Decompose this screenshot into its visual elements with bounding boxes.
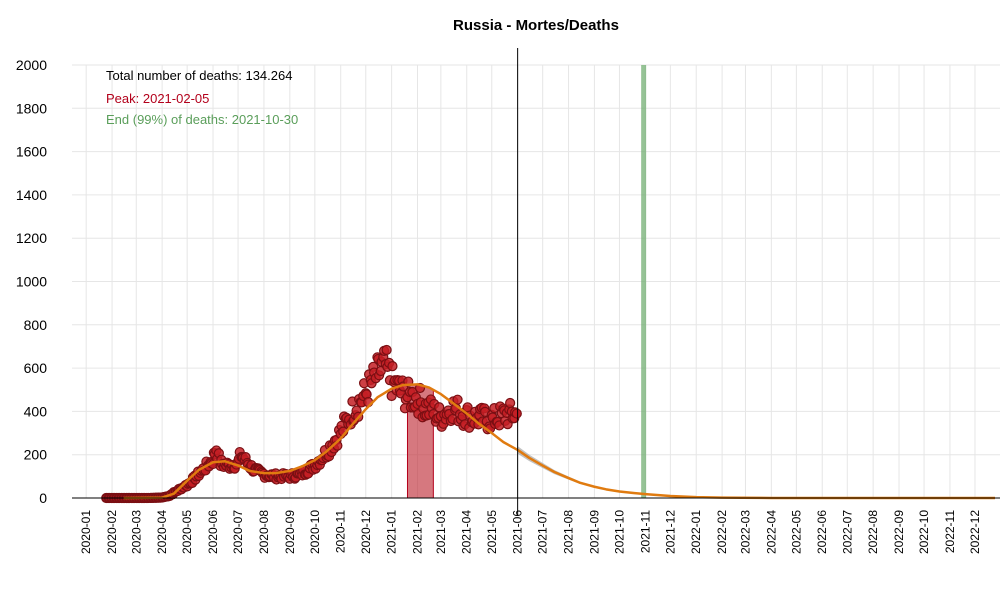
x-tick-label: 2020-05 (180, 510, 194, 554)
y-tick-label: 1200 (16, 230, 47, 246)
x-tick-label: 2020-06 (206, 510, 220, 554)
x-tick-label: 2020-02 (105, 510, 119, 554)
y-tick-label: 2000 (16, 57, 47, 73)
x-tick-label: 2022-01 (689, 510, 703, 554)
annotation-peak: Peak: 2021-02-05 (106, 91, 209, 106)
annotation-end: End (99%) of deaths: 2021-10-30 (106, 112, 298, 127)
y-tick-label: 1600 (16, 144, 47, 160)
y-tick-label: 600 (24, 360, 48, 376)
x-tick-label: 2020-03 (129, 510, 143, 554)
x-tick-label: 2021-11 (638, 510, 652, 553)
x-tick-label: 2020-11 (334, 510, 348, 553)
data-point (505, 397, 516, 409)
x-tick-label: 2021-01 (385, 510, 399, 554)
chart-title: Russia - Mortes/Deaths (453, 17, 619, 34)
x-tick-label: 2020-10 (308, 510, 322, 554)
x-tick-label: 2022-03 (738, 510, 752, 554)
data-point (511, 408, 522, 419)
grid (72, 64, 1000, 499)
series-lines (123, 383, 995, 500)
x-tick-label: 2022-12 (968, 510, 982, 554)
x-tick-label: 2021-05 (485, 510, 499, 554)
x-tick-label: 2022-06 (815, 510, 829, 554)
y-tick-label: 1000 (16, 274, 47, 290)
x-tick-label: 2022-07 (840, 510, 854, 554)
x-tick-label: 2021-04 (460, 510, 474, 554)
x-tick-label: 2022-02 (715, 510, 729, 554)
x-tick-label: 2022-09 (892, 510, 906, 554)
x-tick-label: 2020-12 (359, 510, 373, 554)
x-tick-label: 2021-09 (587, 510, 601, 554)
data-point (387, 361, 398, 372)
y-tick-label: 1400 (16, 187, 47, 203)
x-tick-label: 2022-11 (943, 510, 957, 553)
annotation-total: Total number of deaths: 134.264 (106, 68, 292, 83)
x-tick-label: 2021-12 (663, 510, 677, 554)
x-tick-label: 2020-04 (155, 510, 169, 554)
x-tick-labels: 2020-01 2020-02 2020-03 2020-04 2020-05 2020-… (79, 510, 982, 554)
x-tick-label: 2020-01 (79, 510, 93, 554)
x-tick-label: 2022-10 (917, 510, 931, 554)
end-marker (641, 65, 647, 498)
x-tick-label: 2020-07 (231, 510, 245, 554)
x-tick-label: 2022-08 (866, 510, 880, 554)
y-tick-label: 200 (24, 447, 48, 463)
data-point (452, 394, 463, 405)
x-tick-label: 2021-10 (612, 510, 626, 554)
x-tick-label: 2020-08 (257, 510, 271, 554)
y-tick-label: 0 (39, 490, 47, 506)
fit-curve-line (123, 383, 995, 500)
projection-band (517, 446, 995, 498)
x-tick-label: 2020-09 (283, 510, 297, 554)
x-tick-label: 2021-08 (562, 510, 576, 554)
x-tick-label: 2022-04 (764, 510, 778, 554)
x-tick-label: 2021-02 (410, 510, 424, 554)
data-point (381, 344, 392, 356)
y-tick-label: 400 (24, 403, 48, 419)
y-tick-label: 1800 (16, 100, 47, 116)
x-tick-label: 2021-07 (536, 510, 550, 554)
x-tick-label: 2022-05 (789, 510, 803, 554)
x-tick-label: 2021-06 (511, 510, 525, 554)
y-tick-labels: 0 200 400 600 800 1000 1200 1400 1600 1800 2000 (16, 57, 47, 506)
axes (72, 48, 1000, 516)
x-tick-label: 2021-03 (434, 510, 448, 554)
y-tick-label: 800 (24, 317, 48, 333)
data-points (101, 344, 522, 504)
